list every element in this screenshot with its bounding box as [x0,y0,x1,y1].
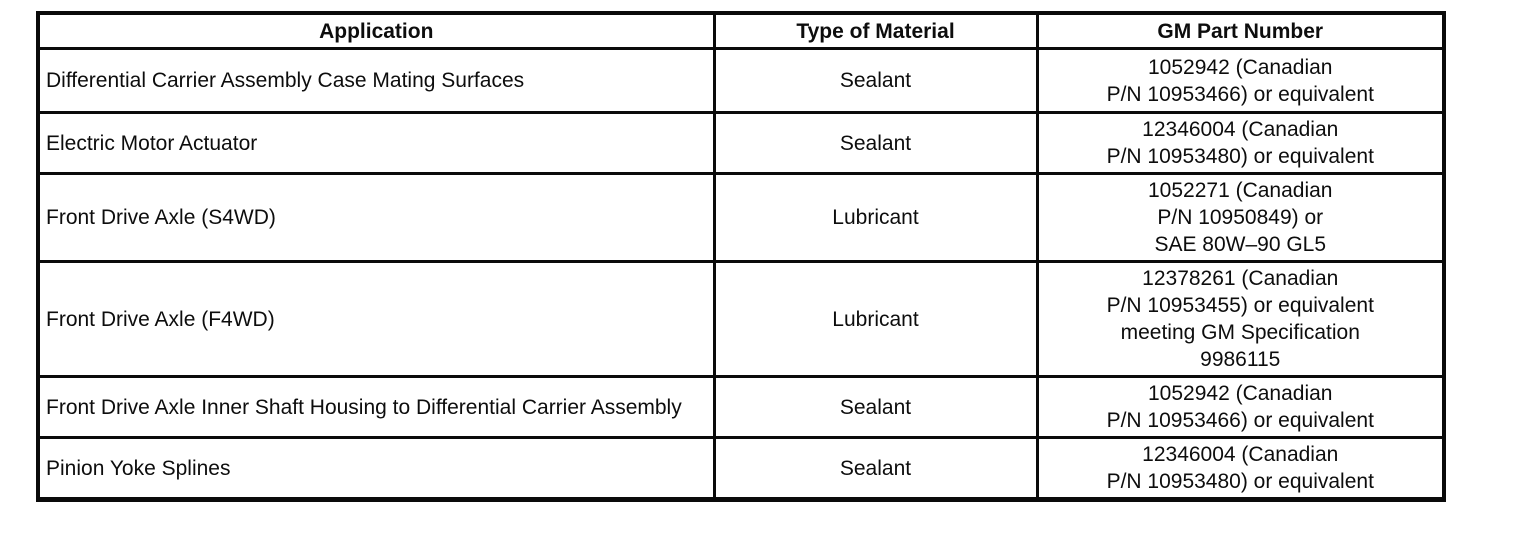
table-row: Front Drive Axle Inner Shaft Housing to … [36,375,1446,439]
part-number-cell: 1052942 (Canadian P/N 10953466) or equiv… [1035,375,1446,439]
material-column-header: Type of Material [712,11,1039,50]
part-number-cell: 12346004 (Canadian P/N 10953480) or equi… [1035,436,1446,501]
part-number-column-header: GM Part Number [1035,11,1446,50]
material-cell: Lubricant [712,260,1039,378]
table-row: Electric Motor Actuator Sealant 12346004… [36,111,1446,175]
material-cell: Sealant [712,111,1039,175]
application-column-header: Application [36,11,716,50]
part-number-cell: 12378261 (Canadian P/N 10953455) or equi… [1035,260,1446,378]
application-cell: Front Drive Axle Inner Shaft Housing to … [36,375,716,439]
material-cell: Lubricant [712,172,1039,263]
table-row: Pinion Yoke Splines Sealant 12346004 (Ca… [36,436,1446,501]
sealants-lubricants-table: Application Type of Material GM Part Num… [36,11,1446,502]
part-number-cell: 1052942 (Canadian P/N 10953466) or equiv… [1035,47,1446,114]
table-row: Front Drive Axle (F4WD) Lubricant 123782… [36,260,1446,378]
table-row: Differential Carrier Assembly Case Matin… [36,47,1446,114]
application-cell: Pinion Yoke Splines [36,436,716,501]
application-cell: Front Drive Axle (S4WD) [36,172,716,263]
part-number-cell: 12346004 (Canadian P/N 10953480) or equi… [1035,111,1446,175]
table-row: Front Drive Axle (S4WD) Lubricant 105227… [36,172,1446,263]
material-cell: Sealant [712,375,1039,439]
application-cell: Differential Carrier Assembly Case Matin… [36,47,716,114]
material-cell: Sealant [712,47,1039,114]
table-header-row: Application Type of Material GM Part Num… [36,11,1446,50]
application-cell: Front Drive Axle (F4WD) [36,260,716,378]
material-cell: Sealant [712,436,1039,501]
application-cell: Electric Motor Actuator [36,111,716,175]
part-number-cell: 1052271 (Canadian P/N 10950849) or SAE 8… [1035,172,1446,263]
